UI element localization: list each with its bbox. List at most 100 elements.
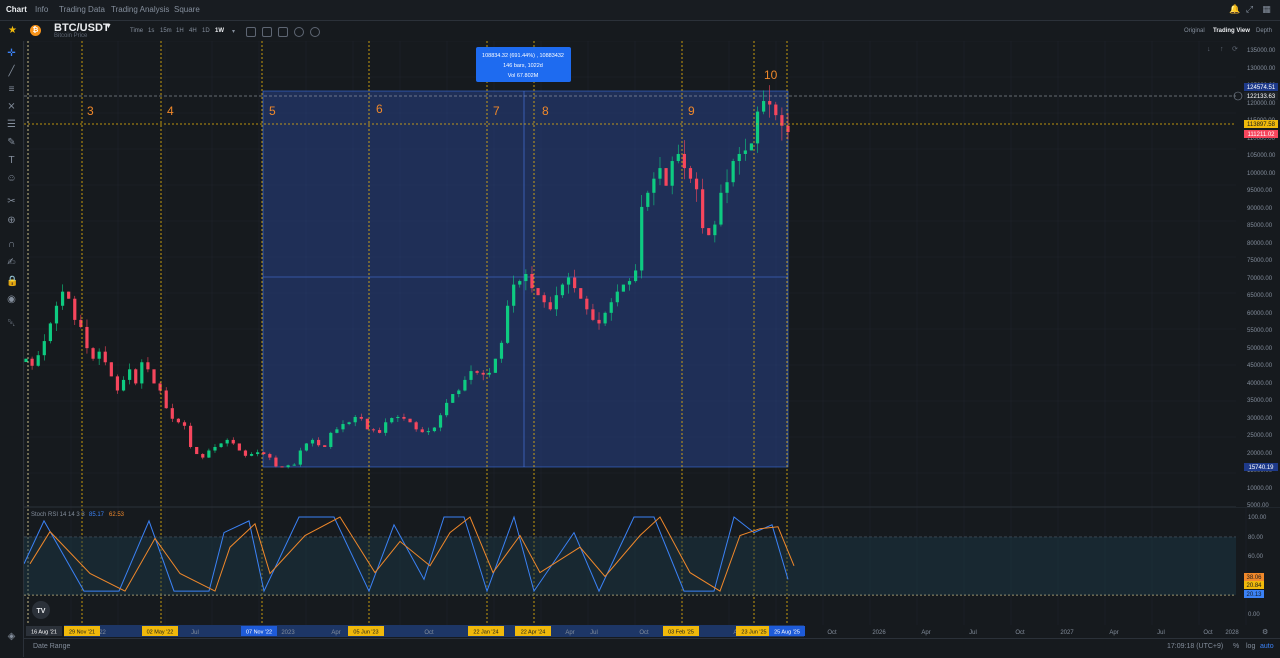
pitchfork-icon[interactable]: ⨯: [7, 101, 16, 112]
star-icon[interactable]: ★: [8, 25, 17, 36]
visibility-icon[interactable]: ◉: [7, 294, 16, 305]
candle-body: [158, 383, 162, 391]
rsi-axis-label: 0.00: [1248, 612, 1260, 618]
time-tag-text: 29 Nov '21: [69, 630, 95, 636]
candle-body: [170, 408, 174, 419]
clock[interactable]: 17:09:18 (UTC+9): [1167, 643, 1224, 650]
ruler-icon[interactable]: ✂: [7, 196, 16, 207]
settings-icon[interactable]: [294, 27, 304, 37]
horizontal-lines-icon[interactable]: ≡: [8, 84, 15, 95]
arrow-down-icon[interactable]: ↓: [1207, 46, 1211, 53]
candle-body: [524, 274, 528, 282]
cycle-marker-9: 9: [688, 104, 695, 118]
candle-body: [341, 424, 345, 430]
tf-1d[interactable]: 1D: [202, 28, 210, 34]
candle-body: [79, 319, 83, 327]
zoom-icon[interactable]: ⊕: [7, 215, 16, 226]
top-nav: Chart Info Trading Data Trading Analysis…: [0, 0, 1280, 21]
bell-icon[interactable]: 🔔: [1229, 4, 1241, 14]
candle-body: [30, 358, 34, 366]
view-original[interactable]: Original: [1184, 28, 1205, 34]
arrow-up-icon[interactable]: ↑: [1220, 46, 1224, 53]
date-range-button[interactable]: Date Range: [33, 643, 71, 650]
layers-icon[interactable]: ◈: [7, 631, 16, 642]
timezone-settings-icon[interactable]: ⚙: [1262, 628, 1268, 636]
layout-icon[interactable]: [262, 27, 272, 37]
candle-body: [579, 288, 583, 299]
trash-icon[interactable]: ␡: [7, 318, 16, 329]
symbol-name[interactable]: BTC/USDT: [54, 22, 110, 34]
candle-body: [713, 224, 717, 236]
tf-time[interactable]: Time: [130, 28, 144, 34]
rsi-tag: [1244, 573, 1264, 581]
candle-body: [219, 443, 223, 447]
screenshot-icon[interactable]: [278, 27, 288, 37]
price-label: 105000.00: [1247, 153, 1276, 159]
price-axis[interactable]: [1236, 41, 1280, 507]
time-tag: [736, 626, 772, 636]
time-tag: [348, 626, 384, 636]
text-icon[interactable]: T: [8, 155, 15, 166]
cycle-marker-3: 3: [87, 104, 94, 118]
time-label: Jul: [191, 630, 199, 636]
tab-trading-data[interactable]: Trading Data: [59, 5, 105, 14]
candle-body: [609, 302, 613, 313]
view-trading-view[interactable]: Trading View: [1213, 28, 1250, 34]
chart-grid: [24, 41, 1247, 625]
price-label: 95000.00: [1247, 188, 1273, 194]
candle-body: [469, 371, 473, 380]
tab-trading-analysis[interactable]: Trading Analysis: [111, 5, 170, 14]
indicator-icon[interactable]: [246, 27, 256, 37]
time-label: Oct: [639, 630, 649, 636]
candle-body: [280, 466, 284, 468]
candle-body: [414, 422, 418, 430]
price-tag: [1244, 120, 1278, 128]
trendline-icon[interactable]: ╱: [8, 66, 15, 77]
candle-body: [774, 104, 778, 116]
tf-15m[interactable]: 15m: [160, 28, 172, 34]
rsi-axis-label: 100.00: [1248, 515, 1267, 521]
view-depth[interactable]: Depth: [1256, 28, 1273, 34]
percent-toggle[interactable]: %: [1233, 643, 1240, 650]
tab-chart[interactable]: Chart: [6, 5, 27, 14]
time-tag: [468, 626, 504, 636]
candle-body: [426, 431, 430, 433]
refresh-icon[interactable]: ⟳: [1232, 46, 1238, 53]
chevron-down-icon[interactable]: ▼: [105, 23, 112, 30]
tf-1h[interactable]: 1H: [176, 28, 184, 34]
candle-body: [701, 189, 705, 229]
add-alert-icon[interactable]: [1233, 91, 1243, 101]
grid-icon[interactable]: ▦: [1262, 4, 1271, 14]
time-label: Jul: [590, 630, 598, 636]
price-label: 55000.00: [1247, 328, 1273, 334]
log-toggle[interactable]: log: [1246, 643, 1256, 650]
price-label: 80000.00: [1247, 241, 1273, 247]
rsi-axis-tags: 38.06 20.84 20.13: [1244, 573, 1264, 598]
candle-body: [755, 111, 760, 144]
candle-body: [493, 358, 497, 373]
tf-4h[interactable]: 4H: [189, 28, 197, 34]
emoji-icon[interactable]: ☺: [6, 173, 17, 184]
tf-more-icon[interactable]: ▾: [232, 29, 236, 35]
draw-mode-icon[interactable]: ✍: [7, 257, 16, 268]
lock-icon[interactable]: 🔒: [6, 276, 19, 287]
price-chart[interactable]: 3 4 5 6 7 8 9 10 108834.32 (691.44%) , 10883432…: [24, 41, 1280, 638]
tab-square[interactable]: Square: [174, 5, 200, 14]
candle-body: [73, 298, 77, 320]
fib-icon[interactable]: ☰: [7, 119, 16, 130]
crosshair-icon[interactable]: ✛: [7, 48, 16, 59]
time-tag: [663, 626, 699, 636]
tf-1w[interactable]: 1W: [215, 28, 224, 34]
tab-info[interactable]: Info: [35, 5, 49, 14]
magnet-icon[interactable]: ∩: [7, 239, 16, 250]
brush-icon[interactable]: ✎: [7, 137, 16, 148]
tf-1s[interactable]: 1s: [148, 28, 155, 34]
auto-toggle[interactable]: auto: [1260, 643, 1274, 650]
rsi-d-value: 62.53: [109, 512, 125, 518]
candle-body: [304, 443, 309, 451]
expand-icon[interactable]: ⤢: [1245, 4, 1254, 14]
candle-body: [499, 342, 504, 359]
candle-body: [438, 415, 443, 428]
price-label: 130000.00: [1247, 66, 1276, 72]
timer-icon[interactable]: [310, 27, 320, 37]
